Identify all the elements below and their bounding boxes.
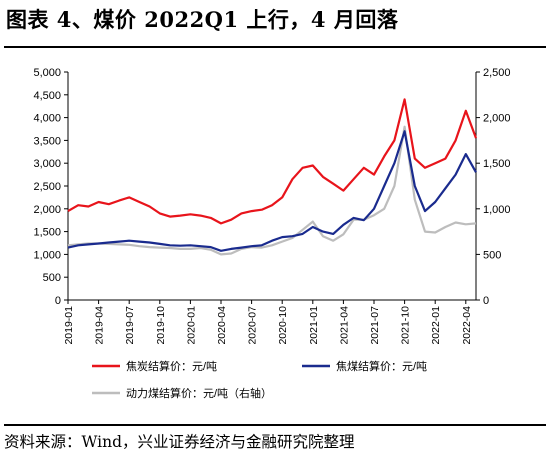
- left-y-tick-label: 2,500: [33, 181, 61, 193]
- source-note: 资料来源：Wind，兴业证券经济与金融研究院整理: [4, 433, 355, 451]
- left-y-tick-label: 3,000: [33, 158, 61, 170]
- series-line-1: [67, 98, 478, 225]
- right-y-tick-label: 2,500: [483, 67, 511, 79]
- x-tick-label: 2020-10: [277, 306, 289, 345]
- plot-area: [67, 98, 478, 256]
- legend-label-1: 焦炭结算价：元/吨: [126, 359, 217, 373]
- right-y-tick-label: 500: [483, 249, 501, 261]
- title-divider: [4, 46, 546, 48]
- series-line-3: [67, 125, 477, 256]
- x-tick-label: 2021-07: [369, 306, 381, 345]
- right-y-tick-label: 1,500: [483, 158, 511, 170]
- legend-label-2: 焦煤结算价：元/吨: [336, 359, 427, 373]
- chart-title: 图表 4、煤价 2022Q1 上行，4 月回落: [6, 7, 399, 32]
- x-axis: 2019-01 2019-04 2019-07 2019-10 2020-01 2020-…: [63, 299, 476, 345]
- left-y-tick-label: 4,000: [33, 113, 61, 125]
- left-y-axis: 0 500 1,000 1,500 2,000 2,500 3,000 3,500 4,000 4…: [33, 67, 69, 307]
- line-chart: 0 500 1,000 1,500 2,000 2,500 3,000 3,500 4,000 4…: [33, 67, 511, 400]
- x-tick-label: 2019-07: [124, 306, 136, 345]
- x-tick-label: 2019-04: [94, 306, 106, 345]
- x-tick-label: 2020-01: [185, 306, 197, 345]
- left-y-tick-label: 4,500: [33, 90, 61, 102]
- left-y-tick-label: 0: [55, 295, 61, 307]
- right-y-axis: 0 500 1,000 1,500 2,000 2,500: [475, 67, 511, 307]
- source-divider: [4, 424, 546, 426]
- x-tick-label: 2019-01: [63, 306, 75, 345]
- right-y-tick-label: 0: [483, 295, 489, 307]
- x-tick-label: 2020-04: [216, 306, 228, 345]
- left-y-tick-label: 1,000: [33, 249, 61, 261]
- x-tick-label: 2021-10: [400, 306, 412, 345]
- x-tick-label: 2020-07: [247, 306, 259, 345]
- x-tick-label: 2019-10: [155, 306, 167, 345]
- left-y-tick-label: 1,500: [33, 227, 61, 239]
- left-y-tick-label: 2,000: [33, 204, 61, 216]
- right-y-tick-label: 1,000: [483, 204, 511, 216]
- right-y-tick-label: 2,000: [483, 113, 511, 125]
- x-tick-label: 2022-04: [461, 306, 473, 345]
- legend-label-3: 动力煤结算价：元/吨（右轴）: [126, 386, 272, 400]
- x-tick-label: 2021-01: [308, 306, 320, 345]
- left-y-tick-label: 500: [43, 272, 61, 284]
- x-tick-label: 2021-04: [338, 306, 350, 345]
- series-line-2: [67, 130, 477, 252]
- x-tick-label: 2022-01: [430, 306, 442, 345]
- left-y-tick-label: 5,000: [33, 67, 61, 79]
- left-y-tick-label: 3,500: [33, 135, 61, 147]
